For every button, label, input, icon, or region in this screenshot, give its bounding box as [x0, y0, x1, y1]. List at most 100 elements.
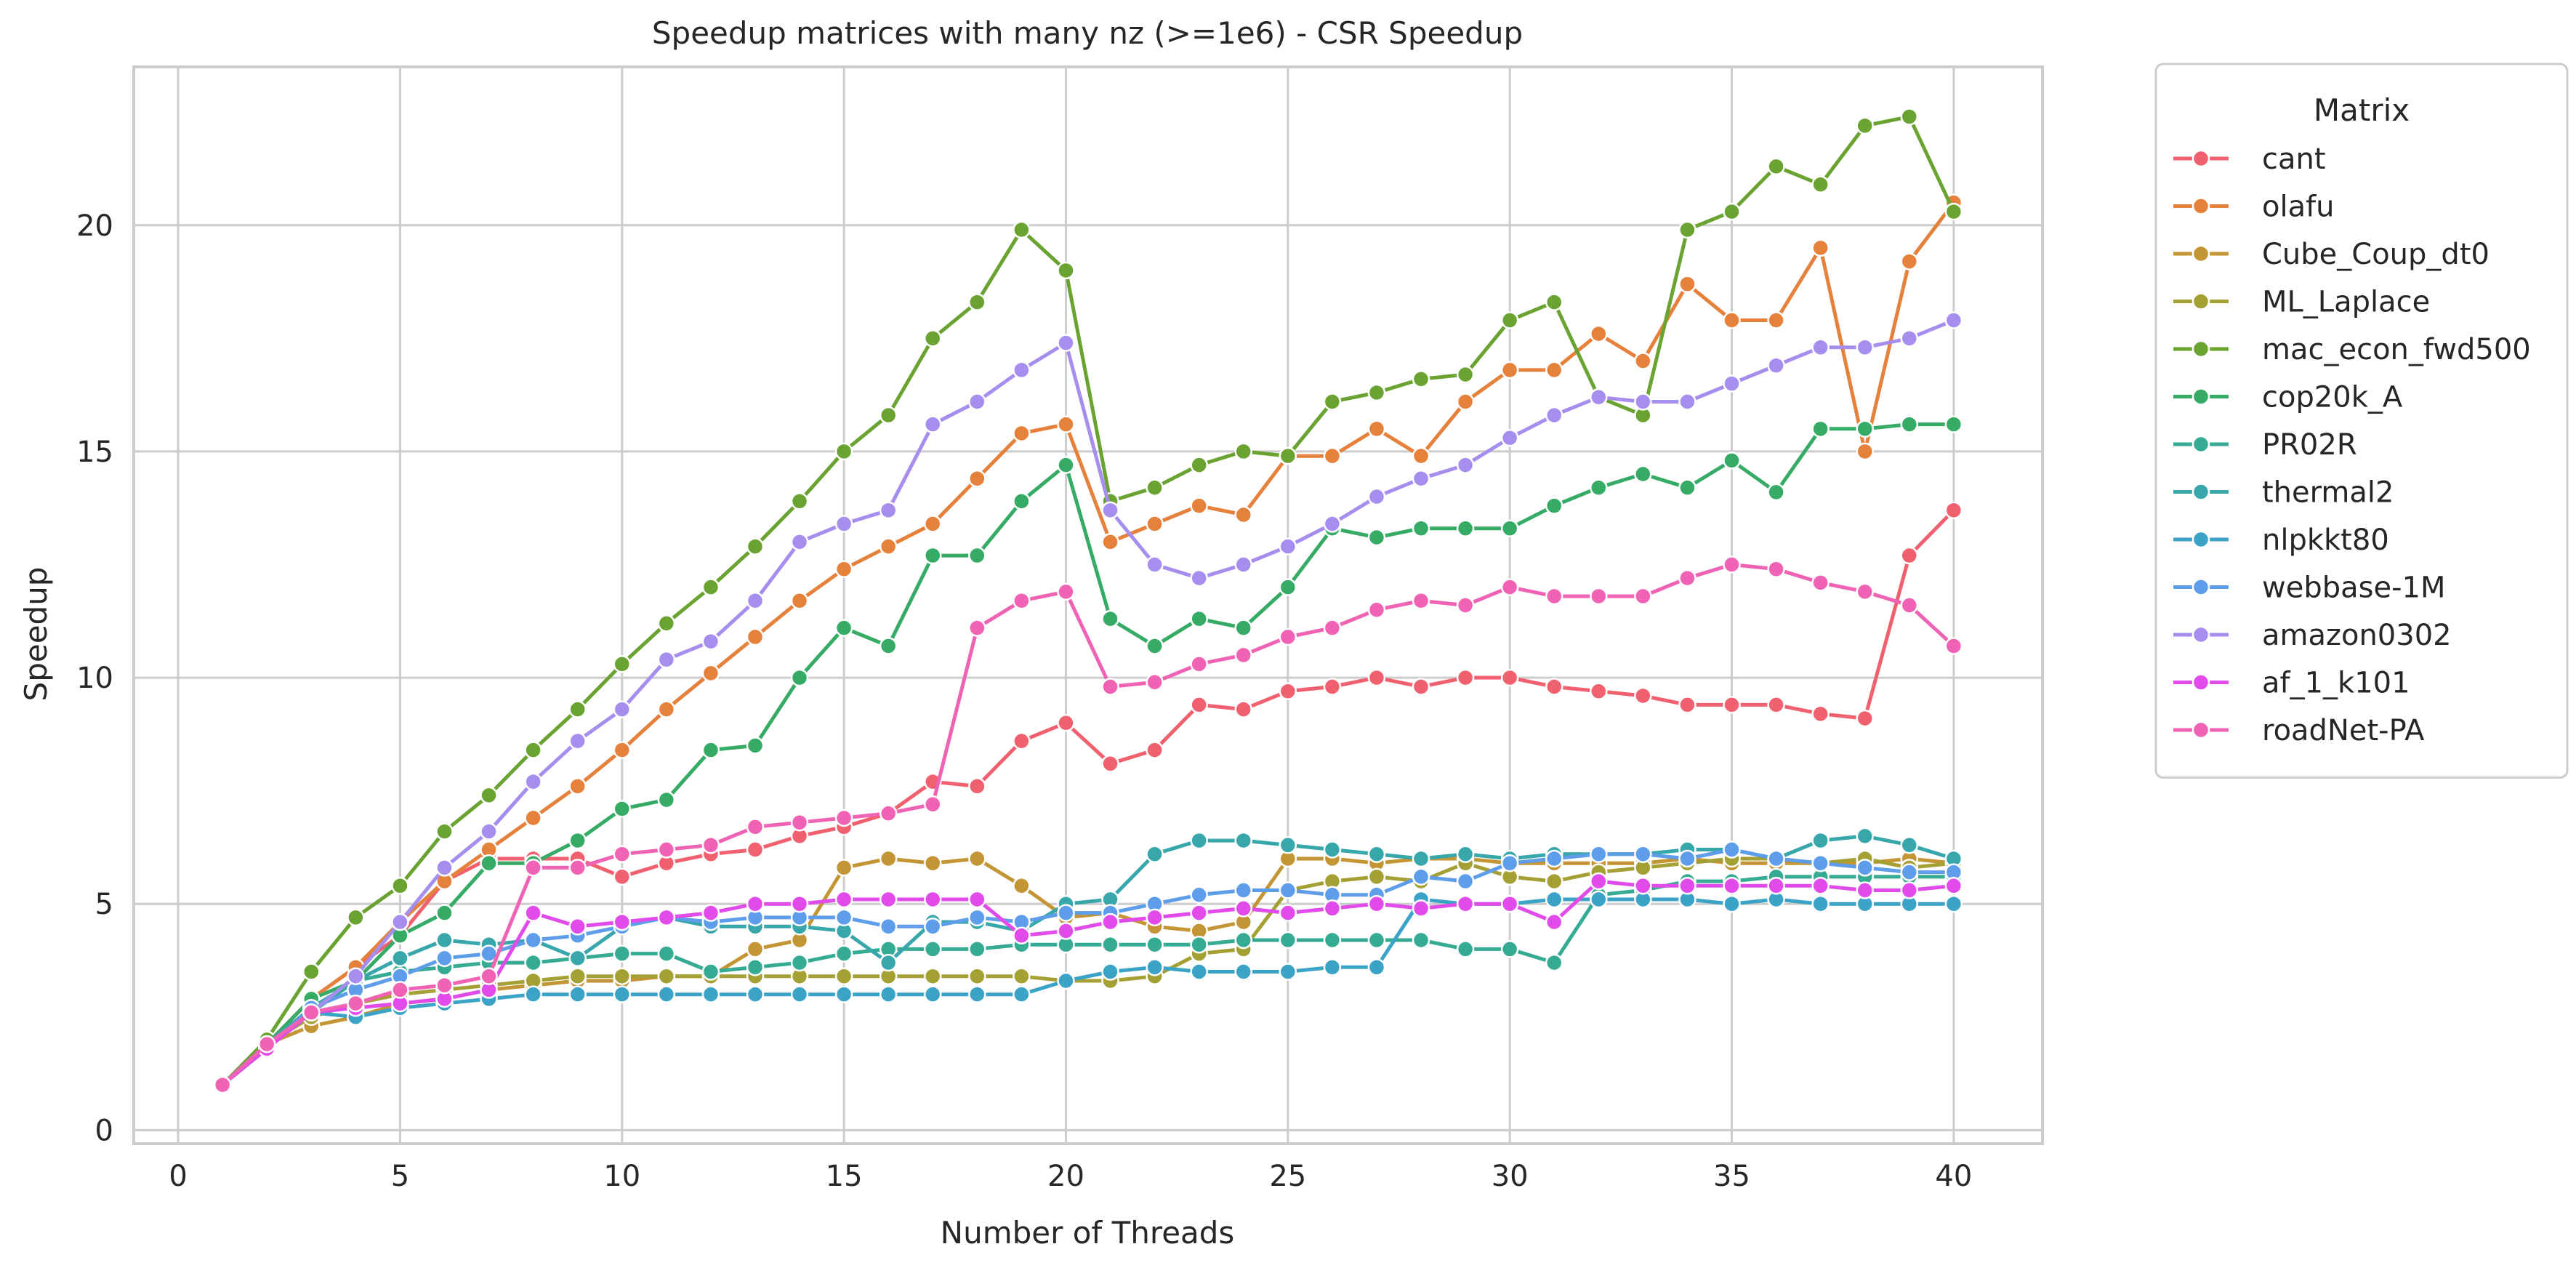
data-point — [1500, 519, 1519, 537]
data-point — [613, 967, 632, 986]
data-point — [524, 904, 542, 922]
data-point — [1323, 899, 1342, 918]
data-point — [1057, 582, 1075, 601]
series-line — [221, 856, 1955, 1086]
data-point — [924, 985, 942, 1003]
data-point — [879, 406, 898, 425]
data-point — [1013, 926, 1031, 945]
data-point — [1900, 252, 1919, 270]
data-point — [657, 967, 676, 986]
y-tick-label: 5 — [95, 888, 113, 921]
data-point — [1190, 963, 1208, 981]
data-point — [1590, 324, 1608, 343]
data-point — [1767, 849, 1785, 868]
data-point — [701, 904, 720, 922]
legend-label: af_1_k101 — [2262, 667, 2410, 700]
data-point — [1146, 637, 1164, 655]
data-point — [347, 908, 365, 927]
data-point — [1234, 831, 1252, 850]
data-point — [1101, 609, 1119, 628]
data-point — [257, 1035, 276, 1054]
data-point — [568, 918, 587, 936]
data-point — [924, 854, 942, 872]
data-point — [1811, 338, 1830, 357]
data-point — [391, 981, 409, 999]
data-point — [1146, 908, 1164, 927]
data-point — [1811, 831, 1830, 850]
data-point — [1456, 365, 1475, 384]
data-point — [1678, 478, 1696, 497]
data-point — [1412, 519, 1430, 537]
legend-label: amazon0302 — [2262, 619, 2452, 652]
legend-item: PR02R — [2173, 428, 2357, 462]
data-point — [1412, 470, 1430, 488]
series-line — [221, 422, 1954, 1086]
x-axis-label: Number of Threads — [941, 1215, 1235, 1251]
data-point — [524, 859, 542, 877]
data-point — [1500, 940, 1519, 958]
data-point — [790, 533, 809, 551]
data-point — [1323, 678, 1342, 696]
legend-label: nlpkkt80 — [2262, 523, 2389, 557]
data-point — [613, 845, 632, 863]
data-point — [391, 949, 409, 968]
data-point — [790, 668, 809, 687]
data-point — [924, 918, 942, 936]
data-point — [568, 985, 587, 1003]
data-point — [879, 637, 898, 655]
data-point — [1811, 574, 1830, 592]
data-point — [1634, 845, 1652, 863]
data-point — [1944, 501, 1963, 520]
data-point — [480, 786, 498, 805]
data-point — [1545, 587, 1563, 606]
data-point — [1545, 497, 1563, 515]
data-point — [790, 953, 809, 972]
data-point — [879, 890, 898, 909]
data-point — [879, 985, 898, 1003]
data-point — [657, 700, 676, 718]
data-point — [1678, 220, 1696, 239]
data-point — [1545, 890, 1563, 909]
data-point — [435, 931, 454, 950]
data-point — [568, 831, 587, 850]
legend-item: cop20k_A — [2173, 381, 2403, 414]
data-point — [657, 944, 676, 963]
legend-item: olafu — [2173, 190, 2335, 224]
data-point — [834, 515, 853, 533]
data-point — [746, 985, 765, 1003]
data-point — [968, 908, 986, 927]
data-point — [657, 840, 676, 859]
series-nlpkkt80 — [213, 890, 1963, 1094]
data-point — [968, 890, 986, 909]
data-point — [657, 650, 676, 669]
data-point — [480, 822, 498, 840]
data-point — [1456, 596, 1475, 614]
data-point — [1811, 175, 1830, 194]
data-point — [1013, 424, 1031, 443]
data-point — [524, 808, 542, 827]
data-point — [1412, 899, 1430, 918]
series-line — [221, 856, 1955, 1086]
data-point — [924, 795, 942, 814]
data-point — [1057, 456, 1075, 474]
data-point — [968, 470, 986, 488]
series-line — [221, 509, 1955, 1086]
data-point — [1456, 519, 1475, 537]
plot-frame — [132, 65, 2044, 1145]
data-point — [1634, 352, 1652, 370]
data-point — [613, 944, 632, 963]
legend-item: roadNet-PA — [2173, 714, 2425, 747]
data-point — [1856, 338, 1874, 357]
data-point — [701, 633, 720, 651]
data-point — [1856, 827, 1874, 846]
data-point — [1723, 374, 1741, 393]
data-point — [1767, 356, 1785, 374]
data-point — [1367, 487, 1386, 506]
data-point — [1634, 686, 1652, 705]
data-point — [1767, 696, 1785, 714]
data-point — [701, 741, 720, 759]
data-point — [1500, 668, 1519, 687]
data-point — [1944, 894, 1963, 913]
data-point — [1013, 877, 1031, 895]
data-point — [1190, 655, 1208, 673]
